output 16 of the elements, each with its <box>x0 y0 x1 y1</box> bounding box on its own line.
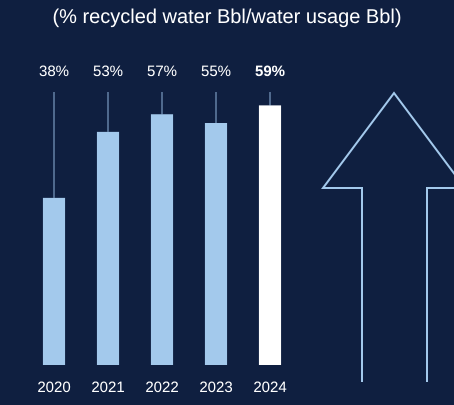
bar <box>204 123 228 365</box>
bar <box>96 132 120 365</box>
x-tick-label: 2023 <box>199 379 233 396</box>
x-tick-label: 2021 <box>91 379 125 396</box>
x-tick-label: 2024 <box>253 379 287 396</box>
data-label: 57% <box>146 63 178 80</box>
chart-subtitle: (% recycled water Bbl/water usage Bbl) <box>51 6 403 29</box>
x-tick-label: 2020 <box>37 379 71 396</box>
data-label: 55% <box>200 63 232 80</box>
data-label: 59% <box>254 63 286 80</box>
bar <box>150 114 174 365</box>
data-label: 53% <box>92 63 124 80</box>
bar <box>42 198 66 365</box>
x-tick-label: 2022 <box>145 379 179 396</box>
bar <box>258 105 282 365</box>
data-label: 38% <box>38 63 70 80</box>
